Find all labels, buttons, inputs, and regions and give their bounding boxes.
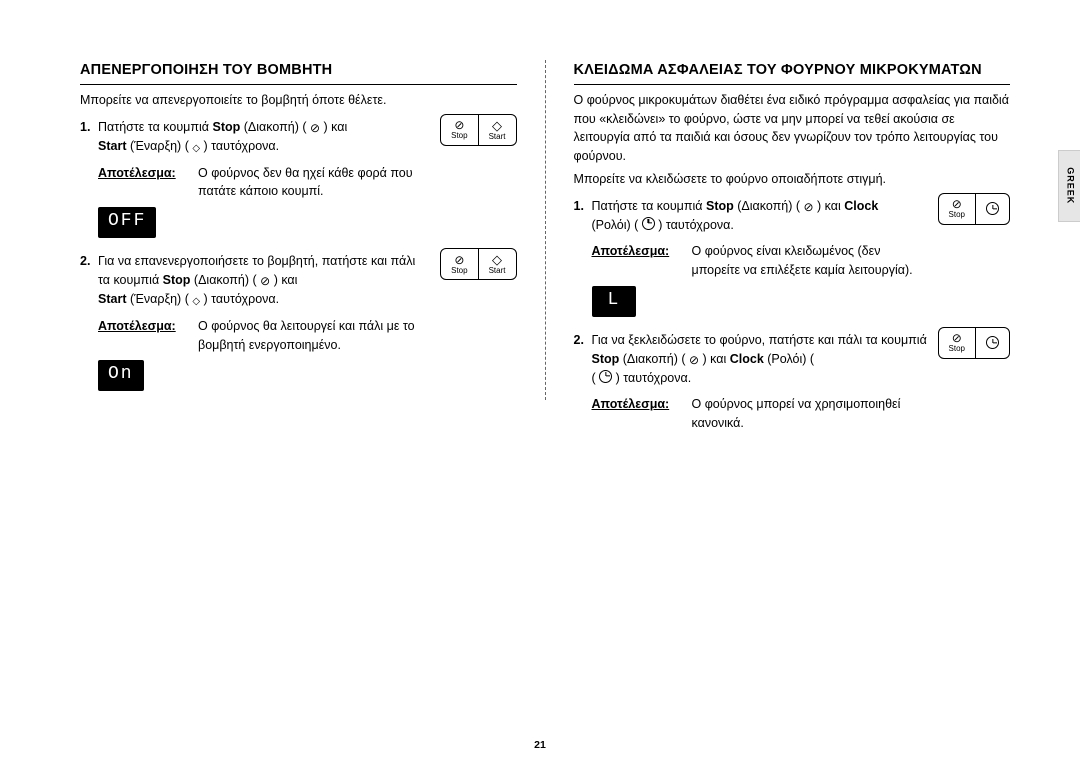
result-label: Αποτέλεσμα: [98,164,198,202]
page-number: 21 [0,738,1080,754]
left-intro: Μπορείτε να απενεργοποιείτε το βομβητή ό… [80,91,517,110]
step-number: 2. [574,331,592,388]
result-text: Ο φούρνος θα λειτουργεί και πάλι με το β… [198,317,430,355]
step-body: Πατήστε τα κουμπιά Stop (Διακοπή) ( ⊘ ) … [98,118,430,156]
left-result1: Αποτέλεσμα: Ο φούρνος δεν θα ηχεί κάθε φ… [80,160,430,202]
stop-button-graphic: ⊘Stop [441,115,477,145]
stop-icon: ⊘ [310,119,320,137]
heading-rule [80,84,517,85]
button-box-stop-clock: ⊘Stop [938,327,1010,359]
display-l: L [592,286,637,317]
start-button-graphic: ◇Start [478,115,516,145]
heading-rule [574,84,1011,85]
left-step1: 1. Πατήστε τα κουμπιά Stop (Διακοπή) ( ⊘… [80,118,430,156]
language-label: GREEK [1063,167,1077,204]
left-step2: 2. Για να επανενεργοποιήσετε το βομβητή,… [80,252,430,309]
step-number: 1. [574,197,592,235]
stop-button-graphic: ⊘Stop [939,328,975,358]
stop-icon: ⊘ [952,198,962,210]
display-on: On [98,360,144,391]
stop-button-graphic: ⊘Stop [939,194,975,224]
language-tab: GREEK [1058,150,1080,222]
step-body: Πατήστε τα κουμπιά Stop (Διακοπή) ( ⊘ ) … [592,197,928,235]
page-content: ΑΠΕΝΕΡΓΟΠΟΙΗΣΗ ΤΟΥ ΒΟΜΒΗΤΗ Μπορείτε να α… [80,60,1010,433]
clock-icon [986,336,999,349]
start-icon: ◇ [492,119,502,132]
result-label: Αποτέλεσμα: [98,317,198,355]
button-box-stop-start: ⊘Stop ◇Start [440,114,516,146]
left-heading: ΑΠΕΝΕΡΓΟΠΟΙΗΣΗ ΤΟΥ ΒΟΜΒΗΤΗ [80,60,517,82]
stop-icon: ⊘ [952,332,962,344]
result-text: Ο φούρνος δεν θα ηχεί κάθε φορά που πατά… [198,164,430,202]
button-box-stop-clock: ⊘Stop [938,193,1010,225]
step-number: 2. [80,252,98,309]
right-step1-row: 1. Πατήστε τα κουμπιά Stop (Διακοπή) ( ⊘… [574,193,1011,317]
right-intro1: Ο φούρνος μικροκυμάτων διαθέτει ένα ειδι… [574,91,1011,166]
left-column: ΑΠΕΝΕΡΓΟΠΟΙΗΣΗ ΤΟΥ ΒΟΜΒΗΤΗ Μπορείτε να α… [80,60,545,433]
step-body: Για να ξεκλειδώσετε το φούρνο, πατήστε κ… [592,331,928,388]
right-step2: 2. Για να ξεκλειδώσετε το φούρνο, πατήστ… [574,331,928,388]
start-icon: ◇ [192,294,200,309]
clock-button-graphic [975,328,1009,358]
result-label: Αποτέλεσμα: [592,395,692,433]
left-step1-row: 1. Πατήστε τα κουμπιά Stop (Διακοπή) ( ⊘… [80,114,517,239]
stop-icon: ⊘ [804,198,814,216]
clock-icon [599,370,612,383]
start-icon: ◇ [192,141,200,156]
stop-icon: ⊘ [689,351,699,369]
result-text: Ο φούρνος είναι κλειδωμένος (δεν μπορείτ… [692,242,928,280]
clock-icon [986,202,999,215]
left-result2: Αποτέλεσμα: Ο φούρνος θα λειτουργεί και … [80,313,430,355]
stop-icon: ⊘ [454,119,464,131]
start-icon: ◇ [492,253,502,266]
result-text: Ο φούρνος μπορεί να χρησιμοποιηθεί κανον… [692,395,928,433]
stop-icon: ⊘ [454,254,464,266]
display-off: OFF [98,207,156,238]
right-heading: ΚΛΕΙΔΩΜΑ ΑΣΦΑΛΕΙΑΣ ΤΟΥ ΦΟΥΡΝΟΥ ΜΙΚΡΟΚΥΜΑ… [574,60,1011,82]
right-step1: 1. Πατήστε τα κουμπιά Stop (Διακοπή) ( ⊘… [574,197,928,235]
clock-icon [642,217,655,230]
result-label: Αποτέλεσμα: [592,242,692,280]
right-result2: Αποτέλεσμα: Ο φούρνος μπορεί να χρησιμοπ… [574,391,928,433]
left-step2-row: 2. Για να επανενεργοποιήσετε το βομβητή,… [80,248,517,391]
stop-button-graphic: ⊘Stop [441,249,477,279]
right-step2-row: 2. Για να ξεκλειδώσετε το φούρνο, πατήστ… [574,327,1011,433]
right-intro2: Μπορείτε να κλειδώσετε το φούρνο οποιαδή… [574,170,1011,189]
right-column: ΚΛΕΙΔΩΜΑ ΑΣΦΑΛΕΙΑΣ ΤΟΥ ΦΟΥΡΝΟΥ ΜΙΚΡΟΚΥΜΑ… [546,60,1011,433]
start-button-graphic: ◇Start [478,249,516,279]
button-box-stop-start: ⊘Stop ◇Start [440,248,516,280]
stop-icon: ⊘ [260,272,270,290]
right-result1: Αποτέλεσμα: Ο φούρνος είναι κλειδωμένος … [574,238,928,280]
clock-button-graphic [975,194,1009,224]
step-number: 1. [80,118,98,156]
step-body: Για να επανενεργοποιήσετε το βομβητή, πα… [98,252,430,309]
